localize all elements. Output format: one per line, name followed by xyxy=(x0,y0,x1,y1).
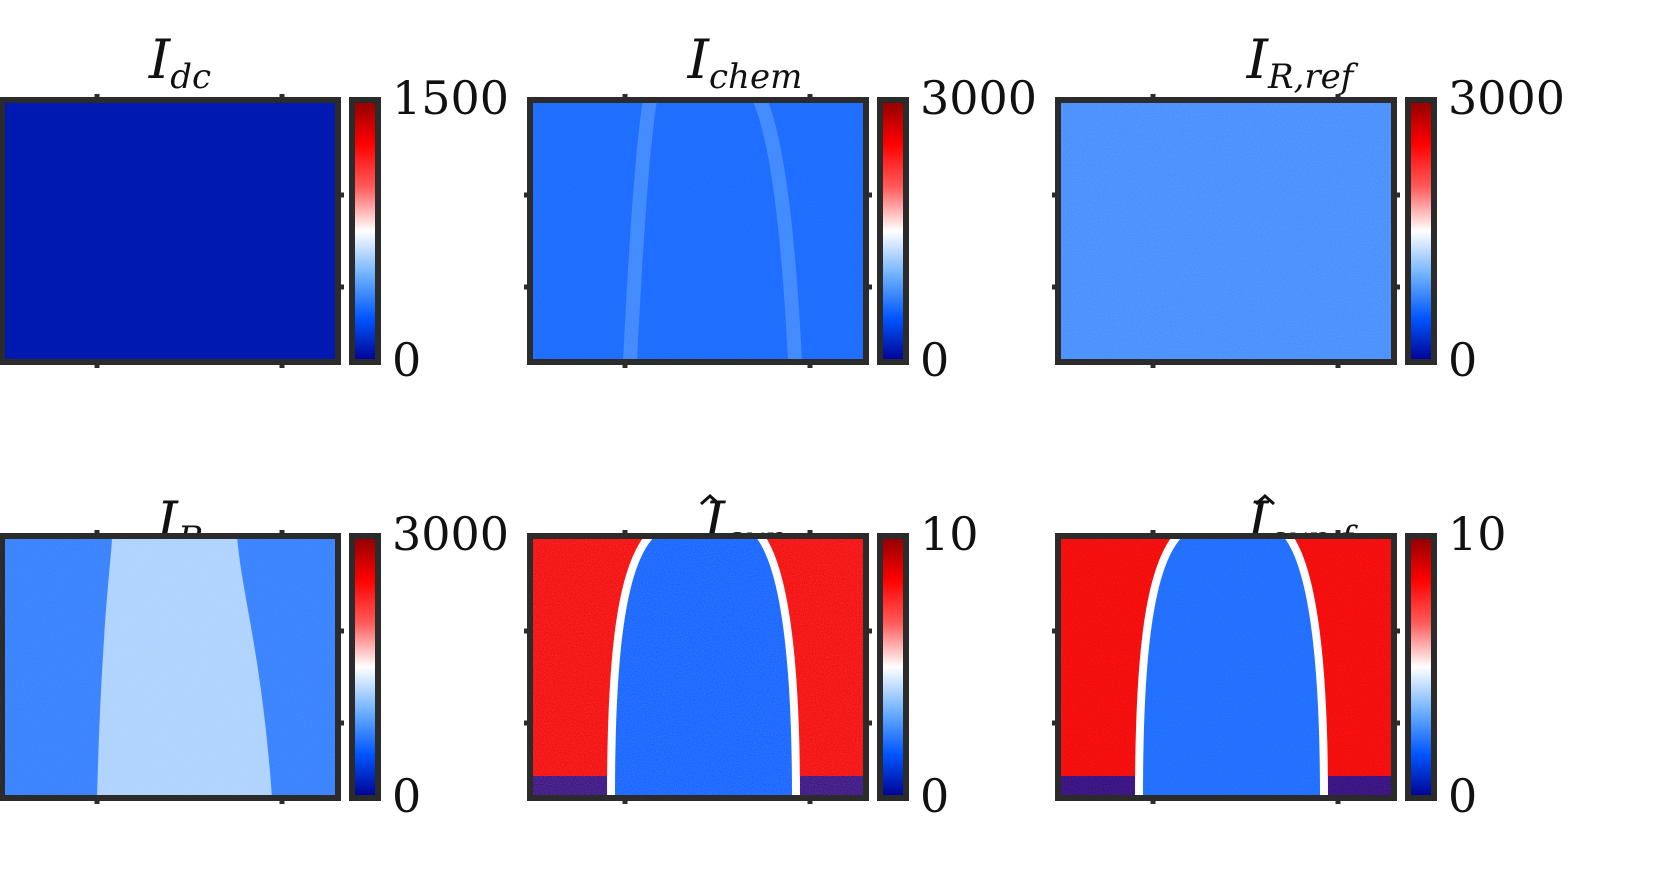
panel-i-hat-exp: Iexp 100 xyxy=(524,490,979,823)
colorbar-min-label: 0 xyxy=(1448,769,1477,823)
panel-title: IR,ref xyxy=(1246,28,1359,97)
title-subscript: dc xyxy=(170,57,211,97)
axes-frame xyxy=(527,97,869,365)
axes-frame xyxy=(1055,533,1397,801)
colorbar xyxy=(1405,97,1437,365)
title-hat-accent xyxy=(700,493,720,506)
colorbar-max-label: 10 xyxy=(920,507,979,561)
title-subscript: R,ref xyxy=(1267,57,1359,97)
colorbar-max-label: 3000 xyxy=(392,507,509,561)
axes-frame xyxy=(527,533,869,801)
title-symbol: I xyxy=(1246,28,1270,91)
heatmap-image xyxy=(2,100,338,362)
axis-ticks xyxy=(0,530,344,804)
colorbar xyxy=(349,97,381,365)
colorbar xyxy=(877,533,909,801)
colorbar-min-label: 0 xyxy=(920,333,949,387)
colorbar xyxy=(1405,533,1437,801)
colorbar-min-label: 0 xyxy=(392,769,421,823)
axis-ticks xyxy=(1052,94,1400,368)
heatmap-image xyxy=(530,100,866,362)
colorbar-max-label: 3000 xyxy=(1448,71,1565,125)
title-hat-accent xyxy=(1255,493,1275,506)
axis-ticks xyxy=(1052,530,1400,804)
panel-i-hat-exp-f: Iexp,f 100 xyxy=(1052,490,1507,823)
heatmap-image xyxy=(1058,536,1394,798)
panel-i-chem: Ichem 3000 0 xyxy=(524,28,1037,387)
axis-ticks xyxy=(524,94,872,368)
title-symbol: I xyxy=(687,28,711,91)
title-subscript: chem xyxy=(709,57,802,97)
colorbar-max-label: 10 xyxy=(1448,507,1507,561)
axis-ticks xyxy=(524,530,872,804)
colorbar xyxy=(877,97,909,365)
panel-i-r-ref: IR,ref 3000 0 xyxy=(1052,28,1565,387)
heatmap-image xyxy=(1058,100,1394,362)
panel-i-dc: Idc 1500 0 xyxy=(0,28,509,387)
colorbar-min-label: 0 xyxy=(1448,333,1477,387)
panel-title: Idc xyxy=(148,28,211,97)
axes-frame xyxy=(1055,97,1397,365)
title-symbol: I xyxy=(148,28,172,91)
colorbar xyxy=(349,533,381,801)
colorbar-max-label: 3000 xyxy=(920,71,1037,125)
colorbar-min-label: 0 xyxy=(392,333,421,387)
heatmap-image xyxy=(2,536,338,798)
panel-title: Ichem xyxy=(687,28,803,97)
axes-frame xyxy=(0,97,341,365)
axis-ticks xyxy=(0,94,344,368)
axes-frame xyxy=(0,533,341,801)
colorbar-max-label: 1500 xyxy=(392,71,509,125)
heatmap-image xyxy=(530,536,866,798)
colorbar-min-label: 0 xyxy=(920,769,949,823)
